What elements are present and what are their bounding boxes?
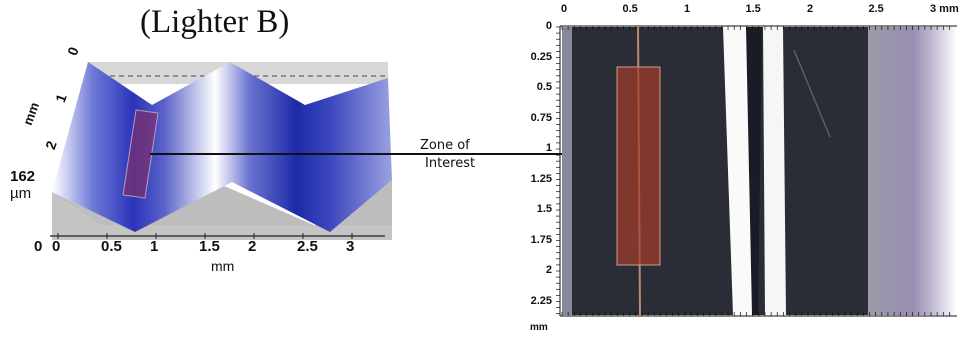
annotation-line-2: Interest bbox=[425, 156, 476, 171]
roi-rectangle-2d bbox=[616, 66, 661, 266]
roi-rectangle-3d bbox=[122, 109, 159, 199]
microscope-view bbox=[556, 25, 957, 317]
x-tick-label-right: 0 bbox=[561, 3, 568, 15]
x-tick-label-right: 3 mm bbox=[930, 3, 959, 15]
z-unit-label: µm bbox=[10, 185, 32, 202]
x-tick-label-left: 2.5 bbox=[297, 238, 318, 255]
x-tick-label-right: 2.5 bbox=[868, 3, 884, 15]
figure-title: (Lighter B) bbox=[140, 4, 290, 40]
z-zero-label: 0 bbox=[34, 238, 43, 255]
x-tick-label-right: 2 bbox=[807, 3, 814, 15]
y-tick-label-right: 2 bbox=[545, 264, 552, 276]
x-tick-label-right: 1 bbox=[684, 3, 691, 15]
y-tick-label-right: 0 bbox=[545, 20, 552, 32]
y-tick-label-right: 1.5 bbox=[536, 203, 552, 215]
y-tick-label-right: 1.75 bbox=[530, 233, 552, 246]
y-tick-label-right: 0.25 bbox=[530, 50, 552, 63]
annotation-line-1: Zone of bbox=[420, 138, 470, 153]
z-value-label: 162 bbox=[10, 168, 36, 185]
x-tick-label-left: 1 bbox=[150, 238, 159, 255]
x-tick-label-right: 0.5 bbox=[622, 3, 638, 15]
x-tick-label-left: 0 bbox=[52, 238, 61, 255]
y-tick-label-right: 1.25 bbox=[530, 172, 552, 185]
x-tick-label-left: 0.5 bbox=[101, 238, 122, 255]
y-tick-label-right: 0.75 bbox=[530, 111, 552, 124]
x-axis-unit-left: mm bbox=[211, 258, 235, 274]
floor-plane bbox=[52, 180, 392, 232]
x-tick-label-left: 2 bbox=[248, 238, 257, 255]
x-tick-label-right: 1.5 bbox=[745, 3, 761, 15]
y-tick-label-right: 2.25 bbox=[530, 294, 552, 307]
y-axis-unit-right: mm bbox=[530, 322, 548, 333]
bright-band-right bbox=[763, 27, 786, 315]
x-tick-label-left: 3 bbox=[346, 238, 355, 255]
x-tick-label-left: 1.5 bbox=[199, 238, 220, 255]
y-tick-label-right: 0.5 bbox=[536, 81, 552, 93]
surface-3d-view bbox=[50, 62, 392, 240]
y-tick-label-right: 1 bbox=[545, 142, 552, 154]
